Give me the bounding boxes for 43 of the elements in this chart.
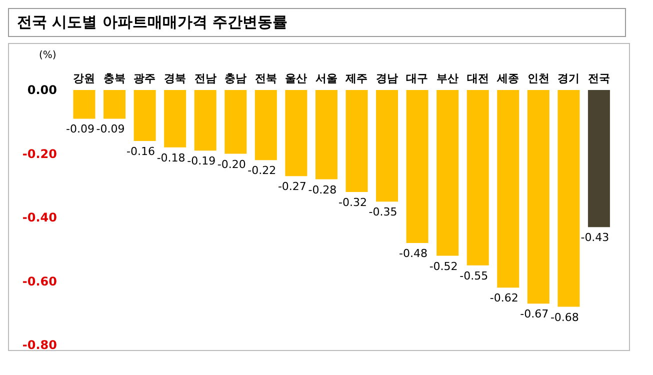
data-label: -0.16 <box>126 145 156 158</box>
x-tick-label: 충남 <box>224 72 247 85</box>
y-tick-label: -0.20 <box>22 146 57 161</box>
y-tick-label: 0.00 <box>27 83 57 97</box>
data-label: -0.09 <box>66 122 94 136</box>
chart-title: 전국 시도별 아파트매매가격 주간변동률 <box>8 8 626 37</box>
x-tick-label: 경기 <box>558 72 580 85</box>
data-label: -0.09 <box>96 122 125 136</box>
data-label: -0.67 <box>520 308 549 321</box>
x-tick-label: 경남 <box>376 72 398 85</box>
data-label: -0.19 <box>187 154 216 168</box>
x-tick-label: 전남 <box>194 72 216 85</box>
data-label: -0.22 <box>248 164 276 178</box>
data-label: -0.55 <box>460 269 488 282</box>
data-label: -0.32 <box>338 196 367 209</box>
x-tick-label: 대전 <box>466 72 489 85</box>
x-tick-label: 인천 <box>527 72 550 85</box>
x-tick-label: 부산 <box>436 72 458 85</box>
data-label: -0.43 <box>580 231 610 244</box>
data-label: -0.68 <box>550 310 579 324</box>
y-tick-label: -0.60 <box>22 274 57 288</box>
data-label: -0.20 <box>217 158 246 171</box>
y-axis-title: (%) <box>39 50 56 61</box>
data-label: -0.28 <box>308 183 337 196</box>
data-label: -0.27 <box>278 180 306 194</box>
x-tick-label: 광주 <box>134 72 156 85</box>
x-tick-label: 대구 <box>406 72 428 85</box>
x-tick-label: 강원 <box>73 72 96 85</box>
x-tick-label: 울산 <box>285 72 308 85</box>
data-label: -0.18 <box>156 151 186 164</box>
x-tick-label: 전북 <box>254 72 277 85</box>
data-label: -0.52 <box>429 260 458 273</box>
data-label: -0.62 <box>490 292 518 305</box>
data-label: -0.48 <box>399 247 428 260</box>
data-label: -0.35 <box>368 206 398 219</box>
y-tick-label: -0.40 <box>22 210 57 224</box>
x-tick-label: 충북 <box>103 72 126 85</box>
y-tick-label: -0.80 <box>22 338 57 352</box>
x-tick-label: 서울 <box>315 72 338 85</box>
x-tick-label: 전국 <box>588 72 610 85</box>
x-tick-label: 세종 <box>496 72 520 85</box>
x-tick-label: 제주 <box>344 72 368 85</box>
x-tick-label: 경북 <box>164 72 186 85</box>
